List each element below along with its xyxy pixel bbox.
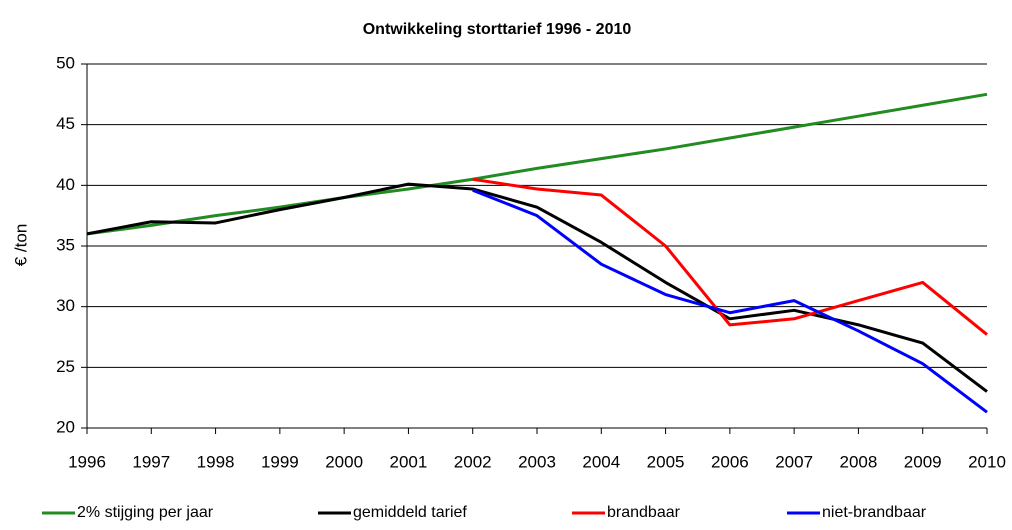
series-line: [86, 92, 988, 236]
x-tick-label: 2005: [647, 452, 685, 471]
y-tick-label: 30: [56, 296, 75, 315]
x-tick-label: 2010: [968, 452, 1006, 471]
x-tick-label: 2004: [582, 452, 620, 471]
y-axis-label: € /ton: [11, 224, 30, 267]
x-tick-label: 2002: [454, 452, 492, 471]
legend-label: brandbaar: [607, 504, 681, 521]
legend-label: niet-brandbaar: [822, 504, 927, 521]
y-tick-label: 25: [56, 357, 75, 376]
x-tick-label: 1997: [132, 452, 170, 471]
x-tick-label: 2009: [904, 452, 942, 471]
series-line: [472, 188, 988, 414]
x-tick-label: 2008: [840, 452, 878, 471]
x-tick-label: 2001: [390, 452, 428, 471]
x-tick-label: 1999: [261, 452, 299, 471]
y-tick-label: 20: [56, 417, 75, 436]
chart-title: Ontwikkeling storttarief 1996 - 2010: [363, 21, 632, 38]
y-tick-label: 45: [56, 114, 75, 133]
legend-label: 2% stijging per jaar: [77, 504, 214, 521]
x-tick-label: 2006: [711, 452, 749, 471]
x-tick-label: 2007: [775, 452, 813, 471]
y-tick-label: 35: [56, 235, 75, 254]
x-tick-label: 2000: [325, 452, 363, 471]
x-tick-label: 2003: [518, 452, 556, 471]
x-tick-label: 1998: [197, 452, 235, 471]
x-tick-label: 1996: [68, 452, 106, 471]
y-tick-label: 40: [56, 175, 75, 194]
series-line: [472, 177, 988, 336]
legend-label: gemiddeld tarief: [353, 504, 467, 521]
y-tick-label: 50: [56, 53, 75, 72]
